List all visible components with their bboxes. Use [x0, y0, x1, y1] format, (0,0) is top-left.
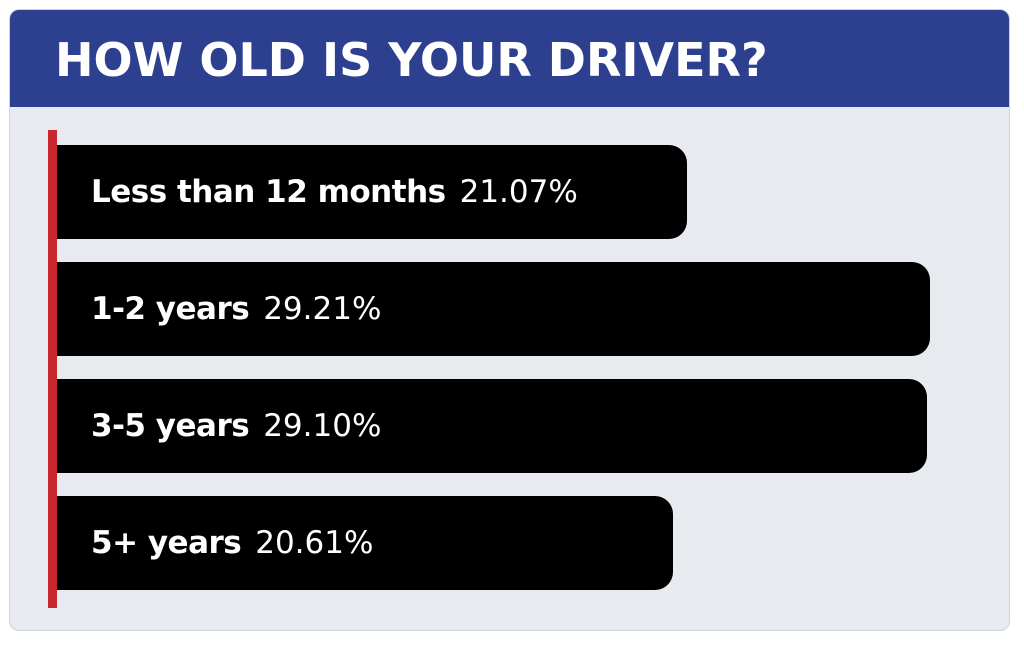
value-label: 29.21% — [263, 291, 382, 327]
bar-label: 3-5 years 29.10% — [91, 379, 381, 473]
bar: Less than 12 months 21.07% — [57, 145, 687, 239]
chart-title: HOW OLD IS YOUR DRIVER? — [55, 33, 768, 87]
category-label: 3-5 years — [91, 408, 250, 444]
chart-header: HOW OLD IS YOUR DRIVER? — [10, 10, 1009, 107]
category-label: 5+ years — [91, 525, 242, 561]
category-label: Less than 12 months — [91, 174, 446, 210]
value-label: 21.07% — [459, 174, 578, 210]
chart-card: HOW OLD IS YOUR DRIVER? Less than 12 mon… — [9, 9, 1010, 631]
value-label: 20.61% — [255, 525, 374, 561]
value-label: 29.10% — [263, 408, 382, 444]
axis-line — [48, 130, 57, 608]
bar-label: Less than 12 months 21.07% — [91, 145, 578, 239]
bar-label: 5+ years 20.61% — [91, 496, 373, 590]
bar: 3-5 years 29.10% — [57, 379, 927, 473]
bar-label: 1-2 years 29.21% — [91, 262, 381, 356]
bar: 1-2 years 29.21% — [57, 262, 930, 356]
category-label: 1-2 years — [91, 291, 250, 327]
bar: 5+ years 20.61% — [57, 496, 673, 590]
